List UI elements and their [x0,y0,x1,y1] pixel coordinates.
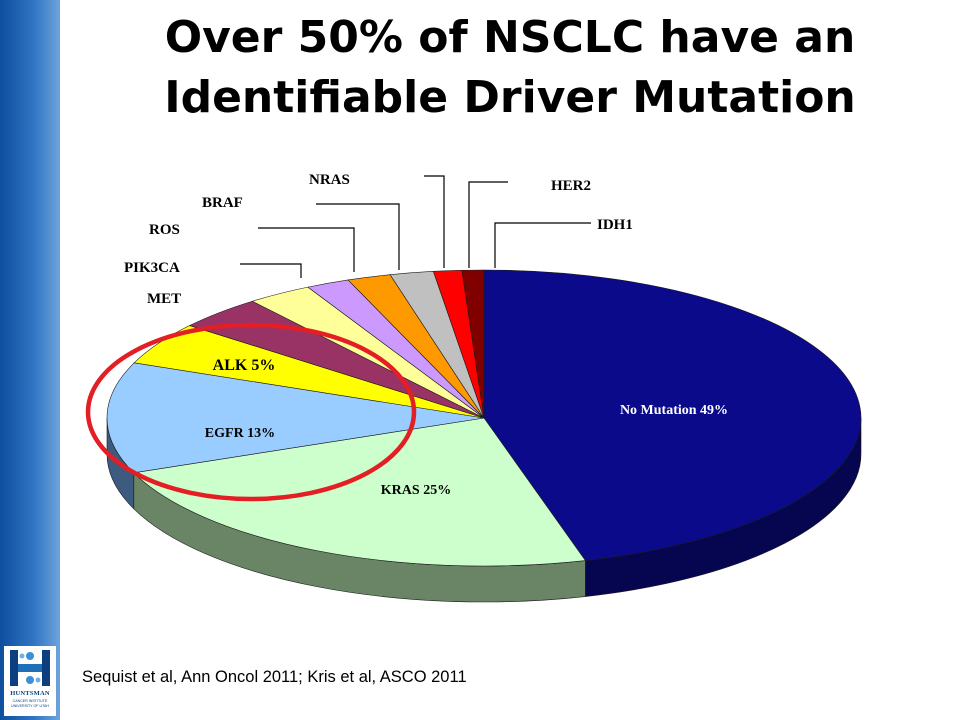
slice-kras [133,417,586,567]
slice-no-mutation [483,269,862,561]
huntsman-logo: HUNTSMAN CANCER INSTITUTE UNIVERSITY OF … [4,646,56,716]
leader-idh1 [494,222,591,268]
slice-label-ros: ROS [149,222,180,238]
leader-nras [424,175,445,268]
citation: Sequist et al, Ann Oncol 2011; Kris et a… [82,668,467,686]
slice-label-kras: KRAS 25% [381,483,451,498]
slice-label-no-mutation: No Mutation 49% [620,403,728,418]
slice-label-alk: ALK 5% [213,357,276,374]
slice-label-met: MET [147,291,181,307]
slice-labels: No Mutation 49% KRAS 25% EGFR 13% ALK 5% MET… [124,172,728,498]
sidebar-band [0,0,60,720]
highlight-circle [85,322,417,502]
slice-label-idh1: IDH1 [597,217,633,233]
title-line-2: Identifiable Driver Mutation [164,72,856,123]
huntsman-logo-mark [10,650,50,686]
leader-lines [240,175,591,278]
leader-her2 [468,181,508,268]
slice-label-nras: NRAS [309,172,350,188]
logo-sub-line2: UNIVERSITY OF UTAH [10,704,49,708]
pie-tops [106,269,862,567]
slice-idh1 [461,269,485,419]
logo-sub: CANCER INSTITUTE UNIVERSITY OF UTAH [4,699,56,709]
logo-name: HUNTSMAN [10,690,50,697]
leader-braf [316,203,400,270]
logo-sub-line1: CANCER INSTITUTE [12,699,48,703]
title-line-1: Over 50% of NSCLC have an [164,12,856,63]
slide-title: Over 50% of NSCLC have an Identifiable D… [60,8,960,128]
slice-label-egfr: EGFR 13% [205,426,275,441]
leader-pik3ca [240,263,302,278]
slice-label-her2: HER2 [551,178,591,194]
leader-ros [258,227,355,272]
slice-egfr [106,362,485,474]
slice-label-braf: BRAF [202,195,243,211]
slice-label-pik3ca: PIK3CA [124,260,180,276]
